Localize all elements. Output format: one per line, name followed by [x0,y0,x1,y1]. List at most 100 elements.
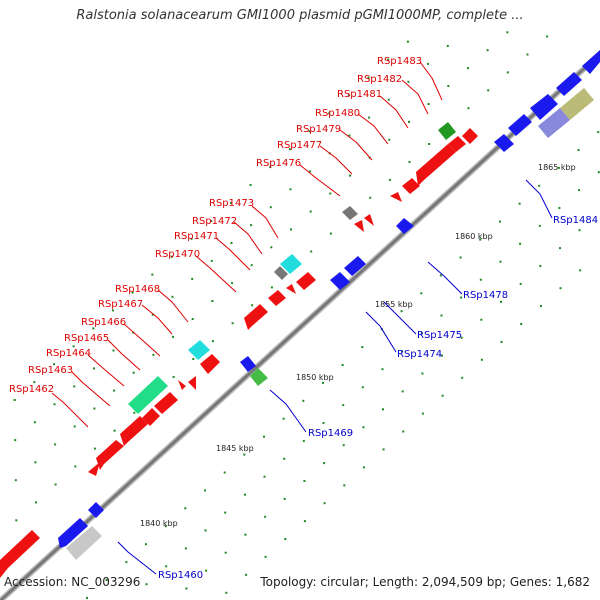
tick-mark [284,538,287,540]
tick-mark [467,107,470,110]
gene-label[interactable]: RSp1473 [209,198,254,209]
gene-label[interactable]: RSp1479 [296,124,341,135]
gene-arrow-forward[interactable] [296,272,316,290]
gene-arrow-forward[interactable] [364,214,374,226]
tick-mark [460,296,463,299]
gene-label[interactable]: RSp1465 [64,333,109,344]
tick-mark [388,138,391,141]
gene-arrow-forward[interactable] [416,144,456,186]
tick-mark [401,390,404,393]
tick-mark [387,58,390,61]
tick-mark [480,318,483,321]
gene-arrow-forward[interactable] [244,304,268,330]
gene-arrow-reverse[interactable] [344,256,366,276]
gene-box-gray[interactable] [274,266,288,280]
gene-label[interactable]: RSp1478 [463,290,508,301]
gene-box-khaki[interactable] [560,88,594,120]
tick-mark [171,295,174,298]
gene-label[interactable]: RSp1466 [81,317,126,328]
gene-label[interactable]: RSp1477 [277,140,322,151]
tick-mark [132,371,135,374]
tick-mark [303,520,306,523]
tick-mark [229,201,232,204]
tick-mark [342,404,345,407]
gene-label[interactable]: RSp1467 [98,299,143,310]
tick-mark [74,465,77,468]
gene-arrow-reverse[interactable] [582,50,600,74]
gene-box-cyan[interactable] [188,340,210,360]
gene-label[interactable]: RSp1481 [337,89,382,100]
gene-arrow-reverse[interactable] [508,114,532,136]
gene-arrow-reverse[interactable] [330,272,350,290]
gene-box-purple[interactable] [538,108,570,138]
gene-box-silver[interactable] [66,526,102,560]
tick-mark [597,131,600,134]
gene-arrow-forward[interactable] [88,462,100,476]
gene-arrow-forward[interactable] [188,376,196,390]
tick-mark [308,130,311,133]
tick-mark [407,80,410,83]
gene-label[interactable]: RSp1463 [28,365,73,376]
gene-label[interactable]: RSp1476 [256,158,301,169]
gene-label[interactable]: RSp1482 [357,74,402,85]
gene-arrow-reverse[interactable] [88,502,104,518]
tick-mark [270,286,273,289]
gene-box-green[interactable] [128,376,168,414]
gene-arrow-forward[interactable] [354,220,364,232]
gene-arrow-forward[interactable] [286,284,296,294]
gene-label[interactable]: RSp1480 [315,108,360,119]
tick-mark [441,354,443,357]
gene-box-darkgreen[interactable] [438,122,456,140]
tick-mark [539,265,542,267]
tick-mark [557,166,560,169]
gene-label[interactable]: RSp1471 [174,231,219,242]
gene-box-gray[interactable] [342,206,358,220]
gene-arrow-forward[interactable] [154,392,178,414]
gene-arrow-reverse[interactable] [556,72,582,96]
tick-mark [440,314,443,317]
gene-label[interactable]: RSp1462 [9,384,54,395]
gene-arrow-forward[interactable] [96,440,124,470]
tick-mark [506,31,509,34]
gene-label[interactable]: RSp1464 [46,348,91,359]
gene-arrow-forward[interactable] [448,136,466,152]
gene-labels: RSp1462 RSp1463 RSp1464 RSp1465 RSp1466 … [9,56,598,581]
gene-label[interactable]: RSp1472 [192,216,237,227]
tick-mark [387,98,390,101]
tick-mark [224,551,227,554]
gene-box-green[interactable] [250,368,268,386]
gene-arrow-reverse[interactable] [396,218,414,234]
gene-label[interactable]: RSp1470 [155,249,200,260]
gene-arrow-forward[interactable] [120,416,148,446]
gene-label[interactable]: RSp1483 [377,56,422,67]
gene-label[interactable]: RSp1468 [115,284,160,295]
gene-arrow-forward[interactable] [268,290,286,306]
tick-mark [526,53,529,56]
gene-label[interactable]: RSp1469 [308,428,353,439]
tick-mark [34,461,37,464]
gene-arrow-reverse[interactable] [530,94,558,120]
gene-arrow-reverse[interactable] [58,518,88,548]
gene-arrow-forward[interactable] [142,408,160,426]
tick-mark [164,525,167,528]
gene-arrow-forward[interactable] [178,380,186,390]
gene-arrow-reverse[interactable] [494,134,514,152]
gene-box-cyan[interactable] [280,254,302,274]
tick-mark [263,435,265,438]
gene-label[interactable]: RSp1475 [417,330,462,341]
tick-mark [283,457,286,460]
gene-label[interactable]: RSp1474 [397,349,442,360]
tick-mark [322,381,324,384]
tick-mark [72,345,75,348]
gene-arrow-forward[interactable] [462,128,478,144]
gene-arrow-forward[interactable] [0,530,40,578]
gene-arrow-forward[interactable] [390,192,402,202]
tick-mark [447,85,450,87]
gene-label[interactable]: RSp1460 [158,570,203,581]
gene-arrow-reverse[interactable] [240,356,256,372]
gene-arrow-forward[interactable] [200,354,220,374]
gene-arrow-forward[interactable] [402,178,420,194]
tick-mark [480,358,483,361]
gene-label[interactable]: RSp1484 [553,215,598,226]
forward-callout-lines [51,61,443,428]
